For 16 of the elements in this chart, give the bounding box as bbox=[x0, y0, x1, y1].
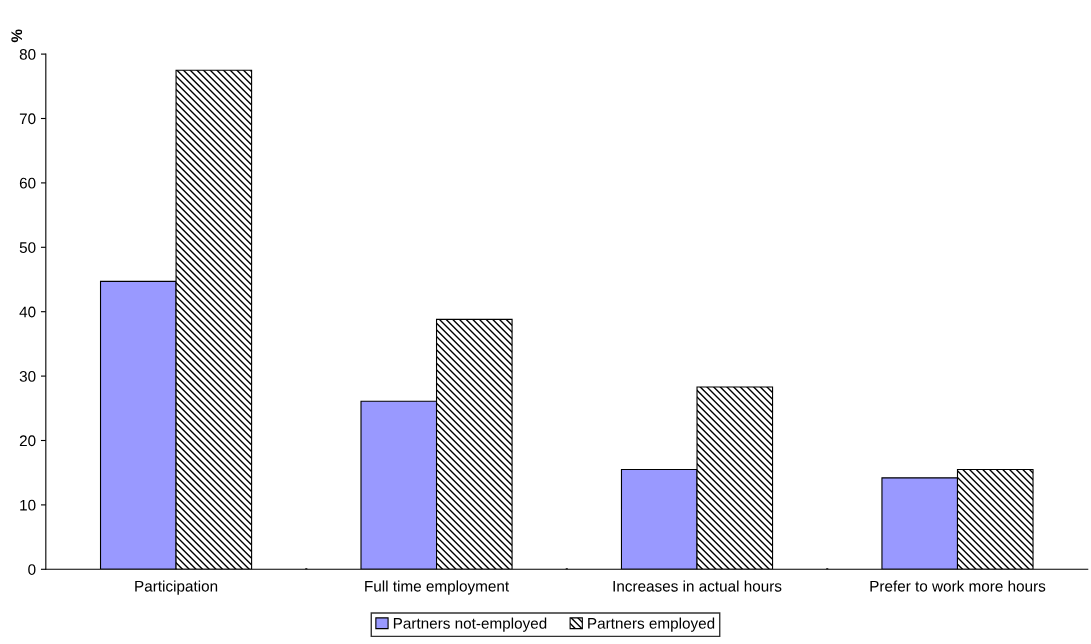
y-tick-label: 10 bbox=[20, 499, 36, 511]
x-tick-label: Prefer to work more hours bbox=[870, 580, 1046, 592]
y-axis-title: % bbox=[11, 29, 23, 43]
y-tick-label: 40 bbox=[19, 306, 36, 318]
x-tick-label: Full time employment bbox=[365, 580, 510, 595]
y-tick-label: 70 bbox=[19, 113, 36, 125]
y-tick-label: 80 bbox=[19, 48, 36, 60]
y-tick-label: 50 bbox=[19, 242, 36, 253]
y-tick-label: 0 bbox=[28, 564, 36, 575]
x-tick-label: Increases in actual hours bbox=[613, 580, 782, 592]
y-tick-label: 20 bbox=[19, 435, 36, 447]
y-tick-label: 60 bbox=[19, 177, 36, 189]
legend-label: Partners not-employed bbox=[393, 617, 547, 632]
x-tick-label: Participation bbox=[135, 580, 218, 595]
legend-label: Partners employed bbox=[588, 617, 715, 632]
y-tick-label: 30 bbox=[19, 370, 36, 382]
